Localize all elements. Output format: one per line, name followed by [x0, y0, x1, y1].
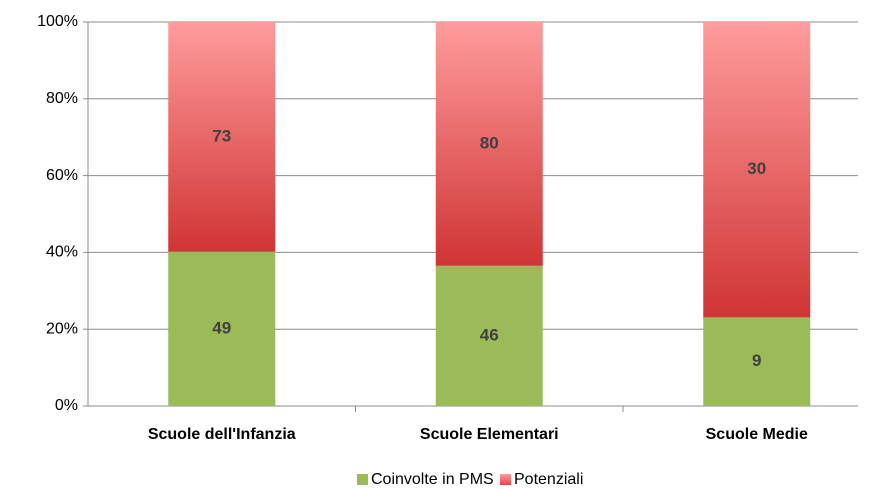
y-tick-label: 40%: [46, 244, 78, 261]
legend-swatch: [500, 474, 511, 485]
y-tick-label: 60%: [46, 167, 78, 184]
x-tick-label: Scuole dell'Infanzia: [148, 426, 296, 443]
data-label: 9: [752, 351, 761, 370]
y-tick-label: 100%: [37, 13, 78, 30]
y-tick-label: 0%: [55, 397, 78, 414]
y-tick-label: 80%: [46, 90, 78, 107]
data-label: 73: [212, 126, 231, 145]
bar-segment: [435, 265, 543, 406]
legend-label: Potenziali: [514, 471, 583, 488]
bar-segment: [168, 251, 276, 406]
bar-segment: [168, 22, 276, 252]
data-label: 80: [480, 133, 499, 152]
legend-label: Coinvolte in PMS: [371, 471, 494, 488]
bar-segment: [435, 22, 543, 266]
data-label: 49: [212, 318, 231, 337]
legend-swatch: [357, 474, 368, 485]
bar-segment: [703, 317, 811, 406]
bar-segment: [703, 22, 811, 318]
data-label: 46: [480, 325, 499, 344]
x-tick-label: Scuole Medie: [706, 426, 808, 443]
data-label: 30: [747, 159, 766, 178]
x-tick-label: Scuole Elementari: [420, 426, 559, 443]
y-tick-label: 20%: [46, 320, 78, 337]
